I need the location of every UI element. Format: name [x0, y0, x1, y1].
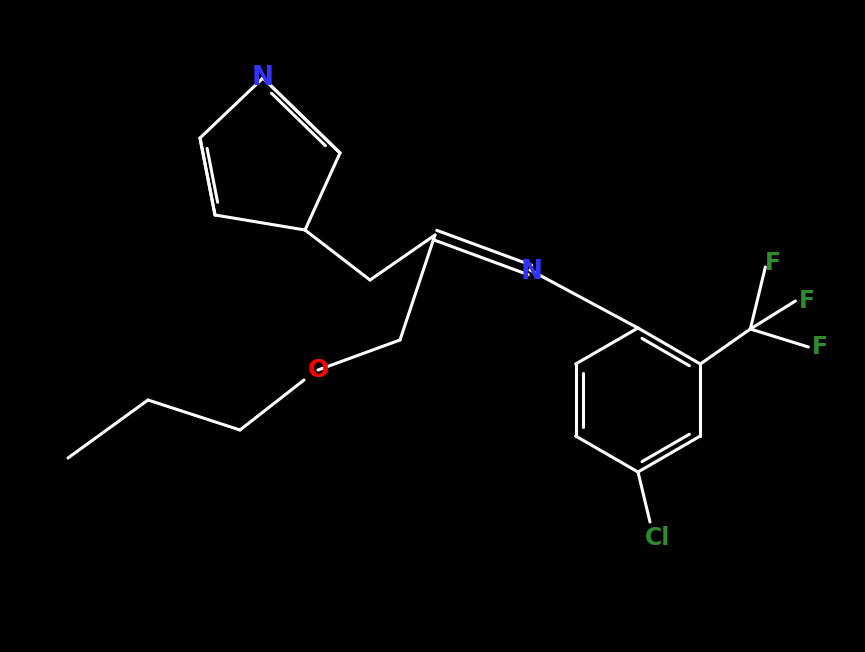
Text: O: O — [307, 358, 329, 382]
Text: N: N — [252, 65, 274, 91]
Text: F: F — [799, 289, 816, 313]
Text: F: F — [766, 251, 781, 275]
Text: Cl: Cl — [645, 526, 670, 550]
Text: F: F — [812, 335, 829, 359]
Text: N: N — [521, 259, 543, 285]
